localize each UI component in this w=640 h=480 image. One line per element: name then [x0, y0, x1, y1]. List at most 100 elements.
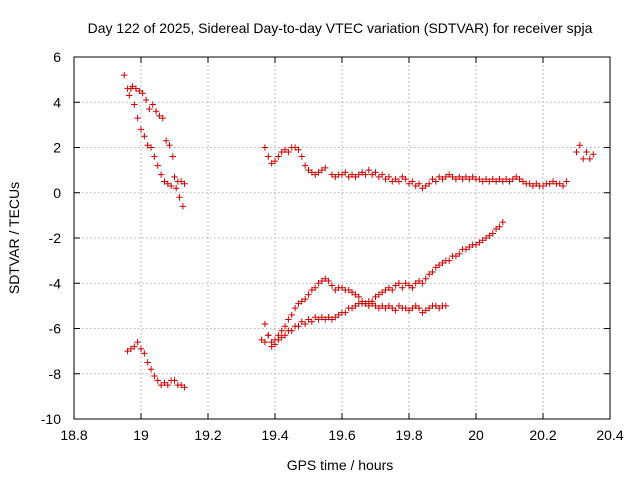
data-point	[492, 225, 500, 233]
data-point	[389, 304, 396, 312]
data-point	[362, 300, 369, 307]
data-point	[151, 372, 158, 380]
y-tick-label: -6	[49, 321, 62, 337]
data-point	[147, 366, 155, 373]
data-point	[516, 175, 523, 183]
data-point	[513, 173, 520, 181]
data-point	[496, 175, 503, 183]
data-point	[385, 302, 393, 310]
data-point	[142, 96, 150, 104]
data-point	[409, 178, 416, 185]
x-tick-label: 18.8	[60, 427, 87, 443]
data-point	[258, 336, 265, 344]
data-point	[322, 164, 329, 172]
data-point	[305, 291, 312, 298]
data-point	[271, 341, 279, 348]
data-point	[278, 148, 285, 156]
data-point	[285, 316, 292, 323]
data-point	[482, 234, 490, 242]
data-point	[131, 101, 138, 108]
data-point	[352, 302, 359, 310]
y-tick-label: -8	[49, 366, 62, 382]
data-point	[479, 178, 486, 185]
data-point	[399, 284, 406, 291]
data-point	[281, 146, 289, 153]
data-point	[178, 178, 185, 185]
data-point	[124, 347, 131, 355]
data-point	[261, 338, 269, 346]
data-point	[402, 280, 409, 287]
data-point	[261, 144, 269, 151]
data-point	[419, 309, 426, 316]
data-point	[338, 284, 346, 291]
plot-frame	[73, 56, 611, 420]
data-point	[412, 280, 419, 287]
data-point	[312, 171, 319, 178]
data-point	[462, 173, 470, 181]
data-point	[415, 180, 423, 187]
data-point	[146, 105, 153, 113]
data-point	[301, 162, 309, 169]
data-point	[335, 311, 342, 319]
data-point	[435, 304, 443, 312]
data-point	[144, 142, 151, 149]
data-point	[379, 289, 386, 296]
data-point	[181, 180, 188, 187]
data-point	[452, 252, 460, 260]
data-point	[506, 178, 513, 185]
data-point	[164, 180, 171, 187]
data-point	[322, 316, 329, 323]
data-point	[486, 178, 493, 185]
data-point	[583, 148, 590, 156]
series-track-b-low	[124, 338, 188, 391]
data-point	[268, 160, 275, 167]
data-point	[322, 275, 329, 282]
data-point	[382, 286, 389, 294]
data-point	[375, 304, 383, 312]
data-point	[372, 302, 379, 310]
data-point	[178, 381, 185, 389]
data-point	[405, 307, 413, 314]
data-point	[446, 257, 453, 264]
data-point	[526, 180, 533, 187]
data-point	[462, 246, 470, 253]
data-point	[137, 345, 145, 353]
data-point	[425, 304, 433, 312]
x-tick-label: 19.6	[328, 427, 355, 443]
data-point	[402, 304, 409, 312]
data-point	[472, 241, 480, 248]
x-tick-labels: 18.8 19 19.2 19.4 19.6 19.8 20 20.2 20.4	[60, 427, 623, 443]
y-tick-label: 6	[53, 49, 61, 65]
data-point	[466, 243, 473, 251]
y-tick-labels: -10 -8 -6 -4 -2 0 2 4 6	[41, 49, 61, 427]
data-point	[151, 153, 158, 160]
data-point	[352, 173, 359, 181]
data-point	[422, 182, 429, 190]
data-point	[154, 162, 161, 169]
data-point	[137, 126, 145, 133]
data-point	[405, 180, 413, 187]
data-point	[533, 180, 540, 187]
data-point	[278, 327, 285, 334]
data-point	[332, 286, 339, 294]
data-point	[275, 336, 282, 344]
data-point	[392, 282, 399, 289]
data-point	[318, 313, 326, 321]
data-point	[385, 173, 393, 181]
data-point	[435, 173, 443, 181]
data-point	[345, 286, 352, 294]
data-point	[312, 284, 319, 291]
data-point	[291, 304, 299, 312]
data-point	[157, 171, 165, 178]
data-point	[546, 180, 553, 187]
data-point	[425, 180, 433, 187]
series-track-e-flat	[258, 300, 450, 350]
data-point	[134, 338, 141, 346]
data-point	[442, 302, 450, 310]
data-point	[425, 271, 433, 278]
data-point	[412, 302, 419, 310]
data-point	[499, 218, 506, 226]
data-point	[446, 171, 453, 178]
data-point	[519, 178, 527, 185]
series-track-d-rising	[261, 218, 506, 346]
